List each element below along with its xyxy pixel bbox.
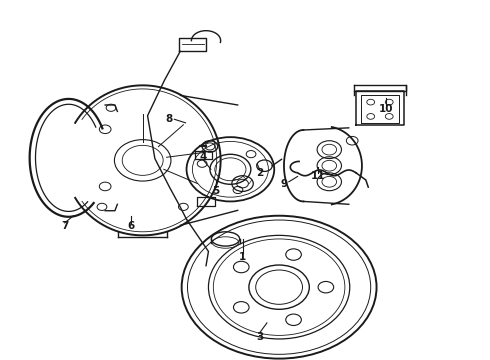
Text: 10: 10: [379, 104, 393, 113]
Text: 7: 7: [61, 221, 69, 231]
Text: 8: 8: [166, 114, 173, 124]
Text: 5: 5: [212, 186, 220, 196]
Text: 6: 6: [127, 221, 134, 231]
Text: 4: 4: [200, 152, 207, 162]
Text: 2: 2: [256, 168, 263, 178]
Text: 11: 11: [311, 171, 325, 181]
Text: 9: 9: [280, 179, 288, 189]
Text: 3: 3: [256, 332, 263, 342]
Text: 1: 1: [239, 252, 246, 262]
